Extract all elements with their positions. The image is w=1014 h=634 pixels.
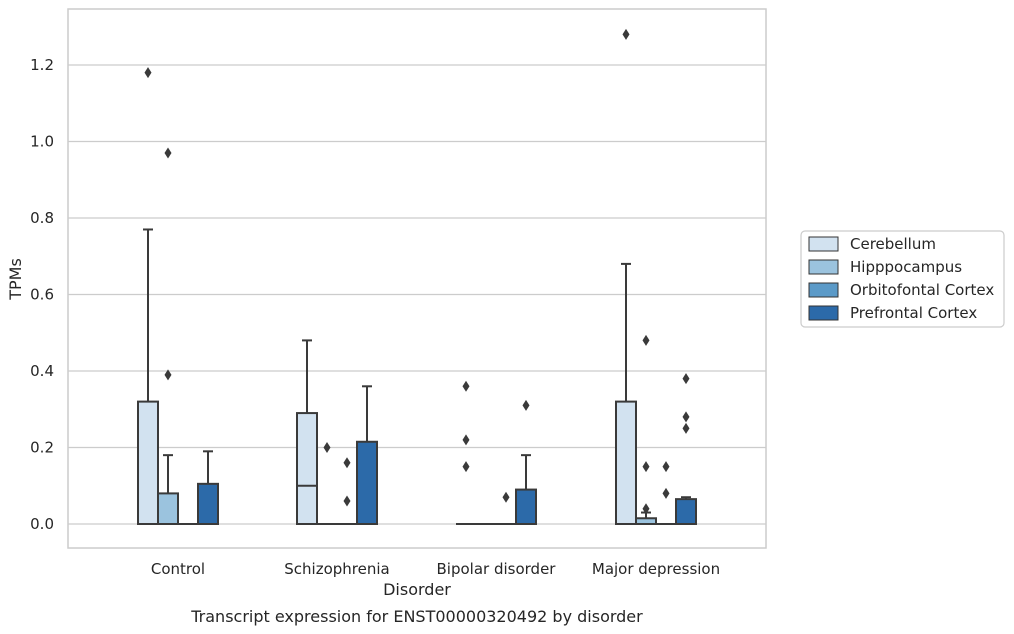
outlier-point	[642, 503, 650, 515]
outlier-point	[462, 380, 470, 392]
y-axis-ticks: 0.0 0.2 0.4 0.6 0.8 1.0 1.2	[30, 56, 54, 533]
outlier-point	[662, 487, 670, 499]
y-tick-label: 0.6	[30, 286, 54, 304]
outlier-point	[144, 67, 152, 79]
x-axis-ticks: Control Schizophrenia Bipolar disorder Majo…	[151, 560, 720, 578]
box-cerebellum	[296, 339, 318, 526]
box-cerebellum	[615, 28, 637, 526]
outlier-point	[522, 399, 530, 411]
box-orbitofontal-cortex	[656, 461, 676, 525]
box-prefrontal-cortex	[515, 399, 537, 526]
outlier-point	[343, 457, 351, 469]
box-prefrontal-cortex	[197, 450, 219, 525]
box-body	[675, 498, 697, 526]
y-tick-label: 0.4	[30, 362, 54, 380]
box-hipppocampus	[635, 334, 657, 526]
y-tick-label: 0.2	[30, 439, 54, 457]
box-body	[356, 440, 378, 526]
legend-frame	[800, 230, 1005, 328]
box-orbitofontal-cortex	[496, 491, 516, 525]
outlier-point	[662, 461, 670, 473]
box-prefrontal-cortex	[356, 385, 378, 526]
boxes	[137, 28, 697, 526]
box-orbitofontal-cortex	[337, 457, 357, 525]
box-body	[157, 492, 179, 525]
plot-frame	[67, 8, 767, 549]
x-tick-label: Schizophrenia	[284, 560, 389, 578]
outlier-point	[642, 461, 650, 473]
y-axis-label: TPMs	[6, 258, 25, 301]
outlier-point	[682, 373, 690, 385]
legend-label: Orbitofontal Cortex	[850, 281, 994, 299]
outlier-point	[164, 369, 172, 381]
x-tick-label: Bipolar disorder	[437, 560, 557, 578]
legend-swatch	[808, 305, 839, 321]
box-hipppocampus	[157, 147, 179, 525]
y-tick-label: 1.2	[30, 56, 54, 74]
legend-swatch	[808, 236, 839, 252]
box-body	[137, 400, 159, 526]
outlier-point	[462, 434, 470, 446]
box-cerebellum	[456, 380, 476, 525]
outlier-point	[682, 422, 690, 434]
legend-label: Cerebellum	[850, 235, 936, 253]
box-body	[197, 482, 219, 525]
box-cerebellum	[137, 67, 159, 526]
grid-lines	[68, 64, 766, 525]
legend-swatch	[808, 259, 839, 275]
outlier-point	[343, 495, 351, 507]
y-tick-label: 1.0	[30, 133, 54, 151]
outlier-point	[462, 461, 470, 473]
outlier-point	[164, 147, 172, 159]
outlier-point	[622, 28, 630, 40]
box-hipppocampus	[317, 442, 337, 525]
figure-caption: Transcript expression for ENST0000032049…	[190, 607, 643, 626]
legend-swatch	[808, 282, 839, 298]
box-body	[515, 488, 537, 526]
outlier-point	[323, 442, 331, 453]
box-body	[615, 400, 637, 526]
legend-label: Prefrontal Cortex	[850, 304, 977, 322]
outlier-point	[642, 334, 650, 346]
box-body	[296, 412, 318, 526]
y-tick-label: 0.8	[30, 209, 54, 227]
x-tick-label: Major depression	[592, 560, 720, 578]
y-tick-label: 0.0	[30, 515, 54, 533]
outlier-point	[682, 411, 690, 423]
legend: Cerebellum Hipppocampus Orbitofontal Corte…	[800, 230, 1005, 328]
box-prefrontal-cortex	[675, 373, 697, 526]
x-tick-label: Control	[151, 560, 205, 578]
legend-label: Hipppocampus	[850, 258, 962, 276]
x-axis-label: Disorder	[383, 580, 451, 599]
outlier-point	[502, 491, 510, 503]
